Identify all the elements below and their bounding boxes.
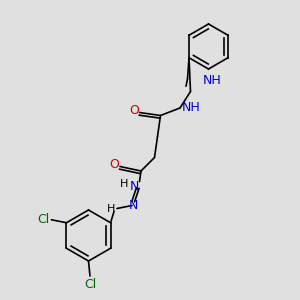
Text: O: O — [110, 158, 119, 172]
Text: Cl: Cl — [38, 213, 50, 226]
Text: Cl: Cl — [84, 278, 96, 290]
Text: N: N — [130, 180, 139, 193]
Text: O: O — [129, 104, 139, 118]
Text: NH: NH — [202, 74, 221, 87]
Text: H: H — [107, 203, 115, 214]
Text: NH: NH — [182, 100, 200, 114]
Text: N: N — [129, 199, 138, 212]
Text: H: H — [120, 178, 129, 189]
